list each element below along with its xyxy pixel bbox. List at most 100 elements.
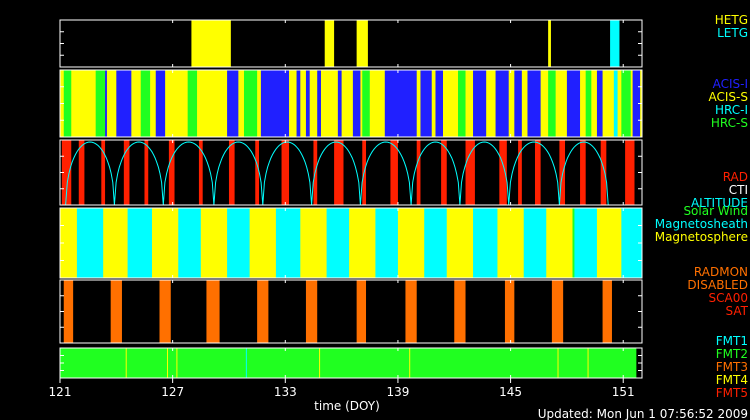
radiation-segment-19 [534,140,541,205]
legend-sca00: SCA00 [709,291,748,305]
radiation-segment-7 [228,140,235,205]
instrument-segment-26 [585,70,592,137]
instrument-segment-2 [105,70,107,137]
instrument-segment-9 [260,70,290,137]
environment-segment-5 [326,208,350,278]
x-tick-label: 133 [274,385,297,399]
x-tick-label: 121 [49,385,72,399]
instrument-segment-5 [155,70,166,137]
timeline-panels [59,19,643,379]
format-segment-6 [409,348,411,378]
x-tick-label: 145 [499,385,522,399]
x-axis-title: time (DOY) [314,399,380,413]
panel-environment [59,207,643,279]
environment-segment-10 [572,208,597,278]
environment-segment-9 [523,208,547,278]
legend-letg: LETG [717,26,748,40]
legend-radmon: RADMON [694,265,748,279]
instrument-segment-11 [305,70,310,137]
panel-radmon [59,279,643,344]
radmon-segment-6 [356,280,367,343]
radmon-segment-5 [305,280,318,343]
format-segment-8 [587,348,589,378]
format-segment-5 [319,348,321,378]
instrument-segment-22 [514,70,522,137]
environment-segment-1 [127,208,152,278]
legend-fmt3: FMT3 [716,360,748,374]
format-segment-7 [557,348,559,378]
instrument-segment-6 [187,70,198,137]
radiation-segment-8 [255,140,260,205]
instrument-segment-28 [613,70,618,137]
radmon-segment-8 [454,280,466,343]
x-tick-label: 151 [612,385,635,399]
radmon-segment-7 [405,280,417,343]
format-segment-1 [125,348,127,378]
environment-segment-8 [473,208,498,278]
legend-solar-wind: Solar Wind [683,204,748,218]
grating-segment-0 [191,20,231,67]
radmon-segment-9 [504,280,515,343]
instrument-segment-4 [140,70,151,137]
radiation-segment-15 [441,140,447,205]
radiation-segment-16 [465,140,475,205]
legend-hetg: HETG [715,13,748,27]
radmon-segment-2 [159,280,171,343]
instrument-segment-20 [473,70,487,137]
legend-fmt5: FMT5 [716,386,748,400]
radiation-segment-21 [580,140,586,205]
environment-segment-6 [375,208,398,278]
legend-hrc-i: HRC-I [715,103,748,117]
legend-rad: RAD [723,170,748,184]
radiation-segment-11 [334,140,344,205]
instrument-segment-23 [527,70,541,137]
radmon-segment-1 [110,280,122,343]
instrument-segment-15 [362,70,370,137]
radmon-segment-11 [602,280,612,343]
legend-magnetosphere: Magnetosphere [655,230,748,244]
legend-sat: SAT [726,304,749,318]
instrument-segment-18 [435,70,443,137]
legend-disabled: DISABLED [687,278,748,292]
radiation-segment-2 [101,140,106,205]
legend-acis-i: ACIS-I [713,77,748,91]
radiation-segment-22 [600,140,607,205]
altitude-curve [65,141,609,206]
format-segment-0 [60,348,637,378]
instrument-segment-14 [352,70,361,137]
instrument-segment-10 [296,70,301,137]
radiation-segment-6 [198,140,203,205]
instrument-segment-3 [116,70,132,137]
grating-segment-4 [610,20,620,67]
x-axis: 121 127 133 139 145 151 [49,378,635,399]
x-tick-label: 127 [161,385,184,399]
radiation-segment-23 [625,140,635,205]
radmon-segment-10 [551,280,564,343]
instrument-segment-30 [632,70,641,137]
environment-segment-2 [178,208,201,278]
radiation-segment-9 [281,140,290,205]
format-segment-2 [167,348,169,378]
legend-hrc-s: HRC-S [711,116,748,130]
instrument-segment-7 [227,70,239,137]
radiation-segment-1 [78,140,85,205]
instrument-segment-1 [95,70,106,137]
instrument-segment-24 [548,70,556,137]
instrument-segment-19 [458,70,466,137]
instrument-segment-13 [337,70,342,137]
legend-fmt1: FMT1 [716,334,748,348]
instrument-segment-16 [384,70,417,137]
environment-segment-7 [424,208,447,278]
panel-instrument [59,69,643,138]
radiation-segment-0 [61,140,72,205]
legend-fmt2: FMT2 [716,347,748,361]
radiation-segment-17 [499,140,507,205]
panel-radiation [59,139,643,206]
instrument-segment-27 [596,70,603,137]
radiation-segment-13 [390,140,398,205]
radiation-segment-18 [518,140,522,205]
instrument-segment-21 [495,70,509,137]
legend-cti: CTI [729,183,748,197]
